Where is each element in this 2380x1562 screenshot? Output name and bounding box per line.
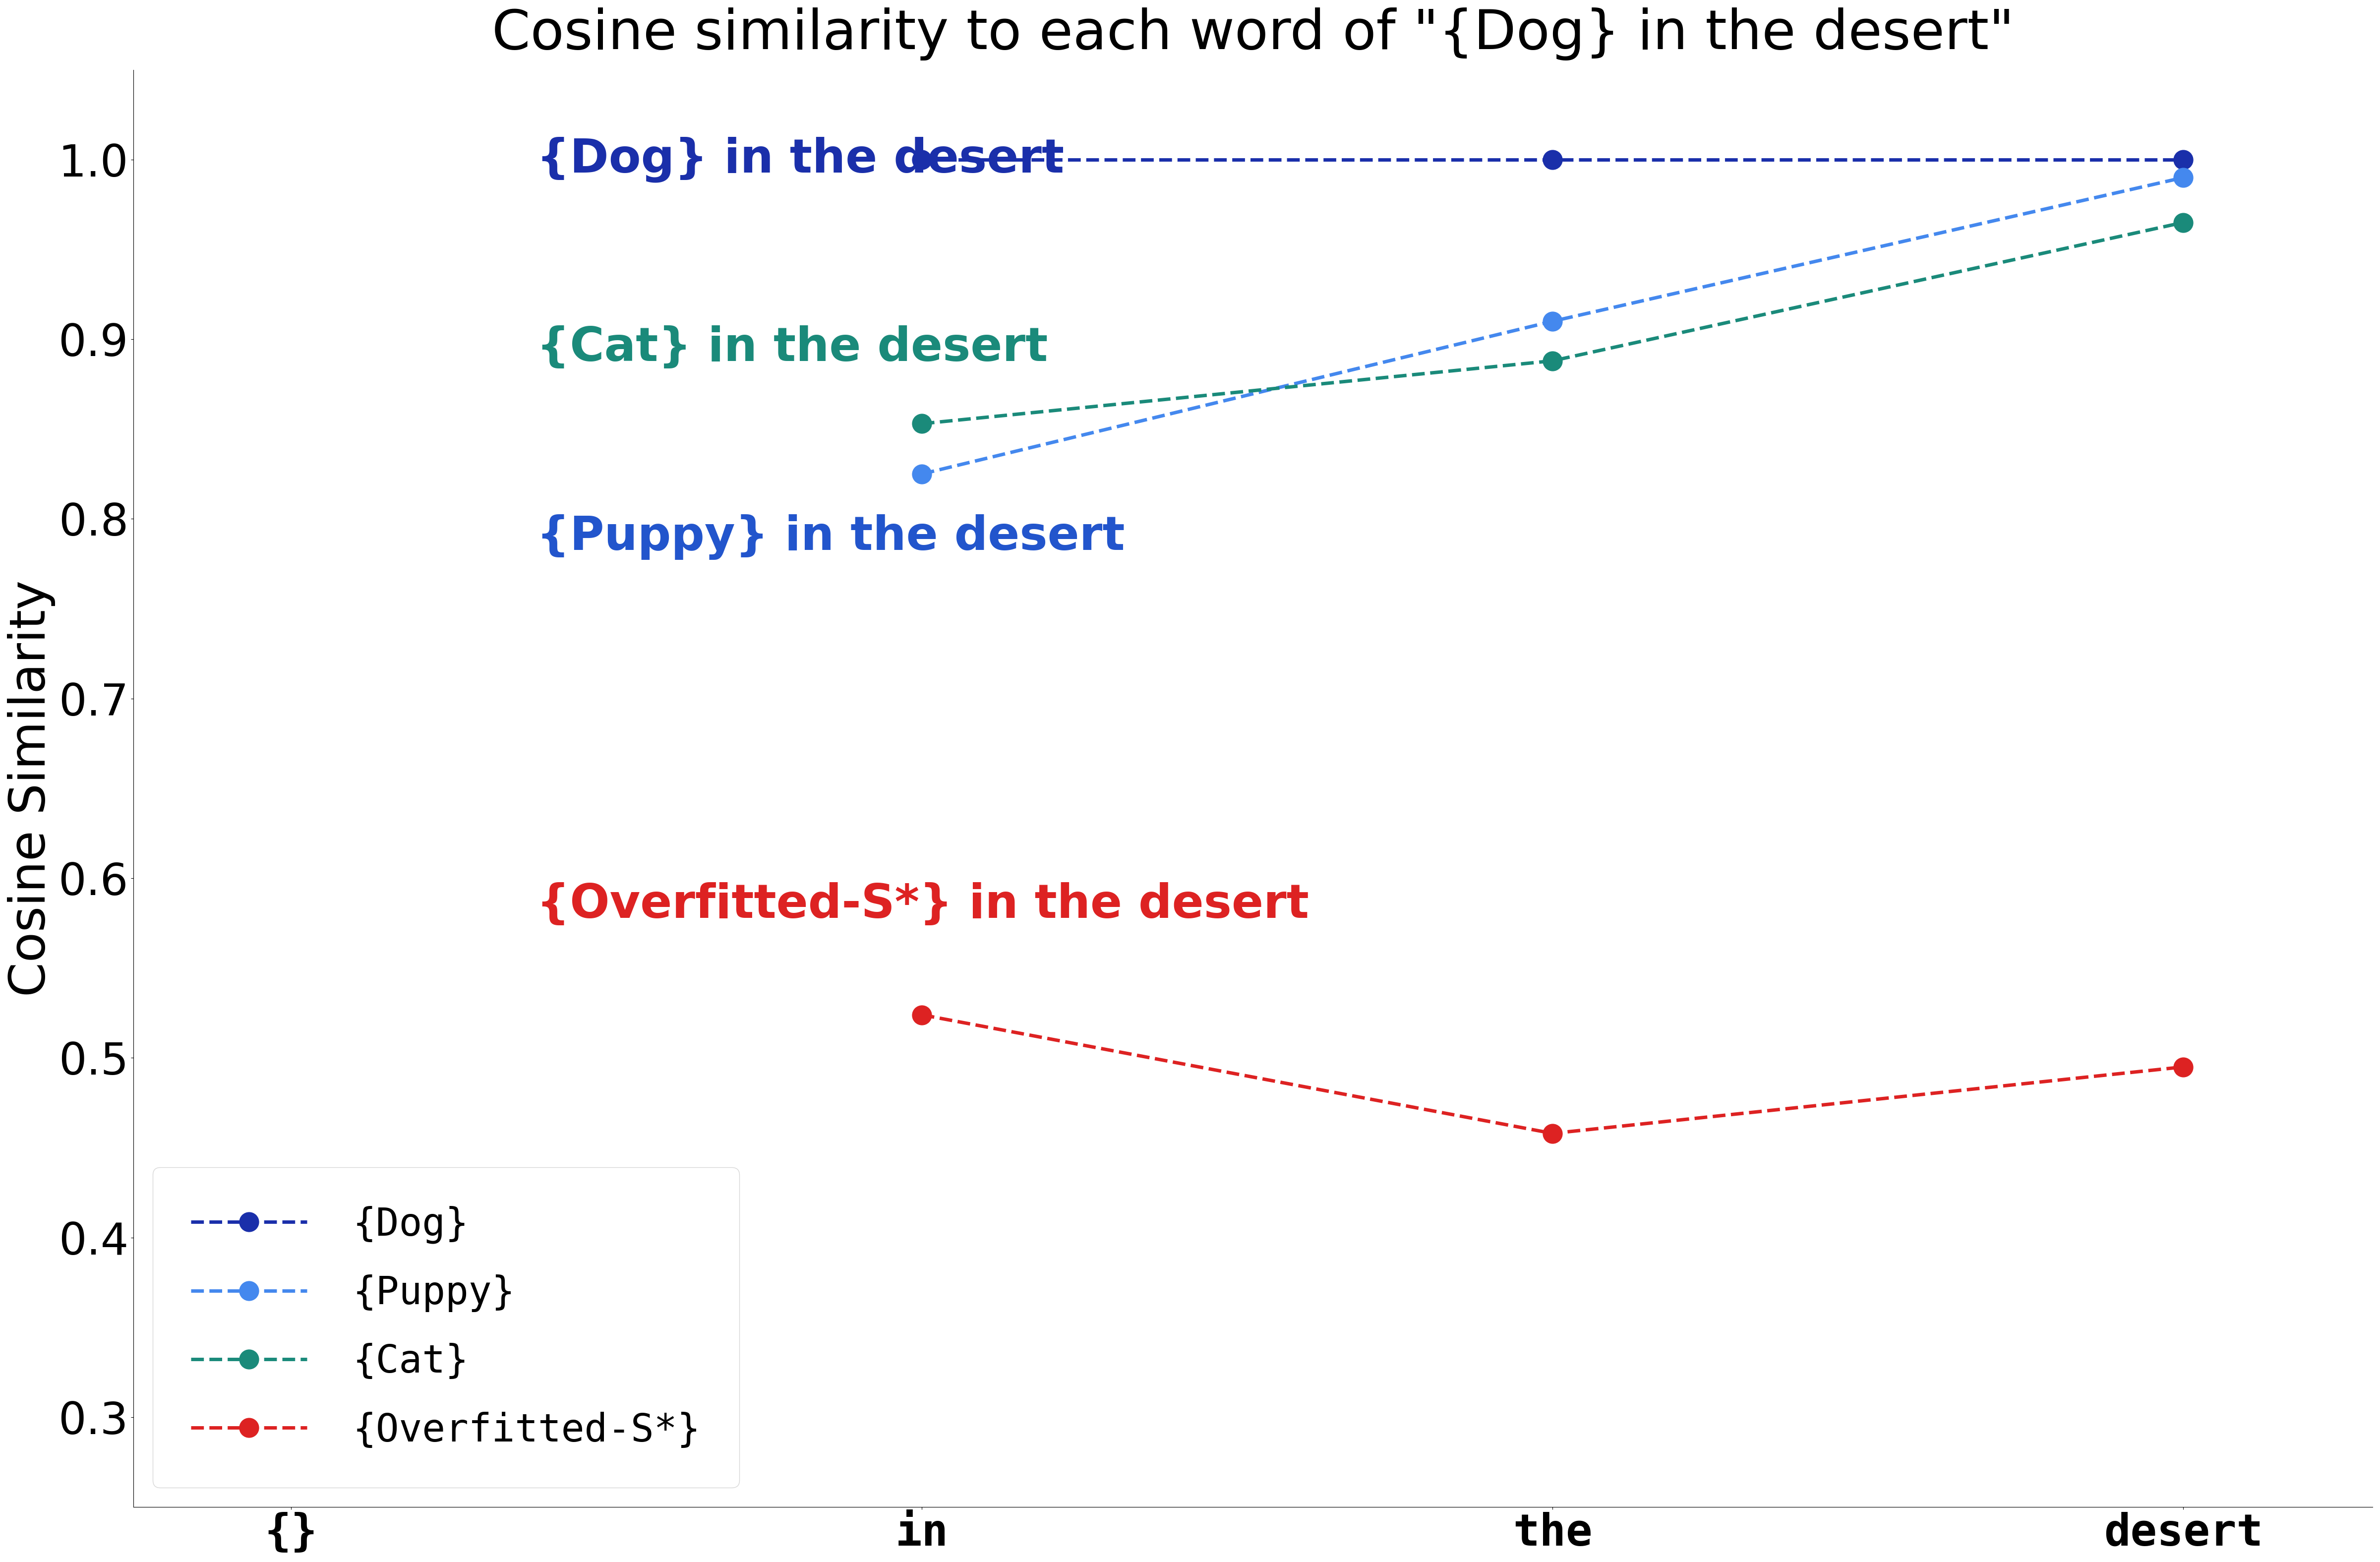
{Dog}	[1537, 150, 1566, 169]
Line: {Cat}: {Cat}	[912, 212, 2192, 433]
Text: {Overfitted-S*} in the desert: {Overfitted-S*} in the desert	[536, 883, 1309, 928]
{Overfitted-S*}	[907, 1006, 935, 1025]
{Puppy}	[2168, 169, 2197, 187]
Legend: {Dog}, {Puppy}, {Cat}, {Overfitted-S*}: {Dog}, {Puppy}, {Cat}, {Overfitted-S*}	[152, 1167, 740, 1489]
Y-axis label: Cosine Similarity: Cosine Similarity	[7, 580, 55, 997]
{Overfitted-S*}	[2168, 1057, 2197, 1076]
{Dog}	[907, 150, 935, 169]
Line: {Puppy}: {Puppy}	[912, 167, 2192, 484]
{Puppy}	[1537, 312, 1566, 331]
Line: {Dog}: {Dog}	[912, 150, 2192, 169]
Text: {Cat} in the desert: {Cat} in the desert	[536, 325, 1047, 372]
Text: {Puppy} in the desert: {Puppy} in the desert	[536, 514, 1126, 559]
Title: Cosine similarity to each word of "{Dog} in the desert": Cosine similarity to each word of "{Dog}…	[493, 8, 2013, 61]
Line: {Overfitted-S*}: {Overfitted-S*}	[912, 1006, 2192, 1143]
{Puppy}	[907, 464, 935, 483]
{Cat}	[1537, 351, 1566, 370]
{Dog}	[2168, 150, 2197, 169]
{Overfitted-S*}	[1537, 1125, 1566, 1143]
{Cat}	[2168, 212, 2197, 231]
Text: {Dog} in the desert: {Dog} in the desert	[536, 136, 1064, 183]
{Cat}	[907, 414, 935, 433]
